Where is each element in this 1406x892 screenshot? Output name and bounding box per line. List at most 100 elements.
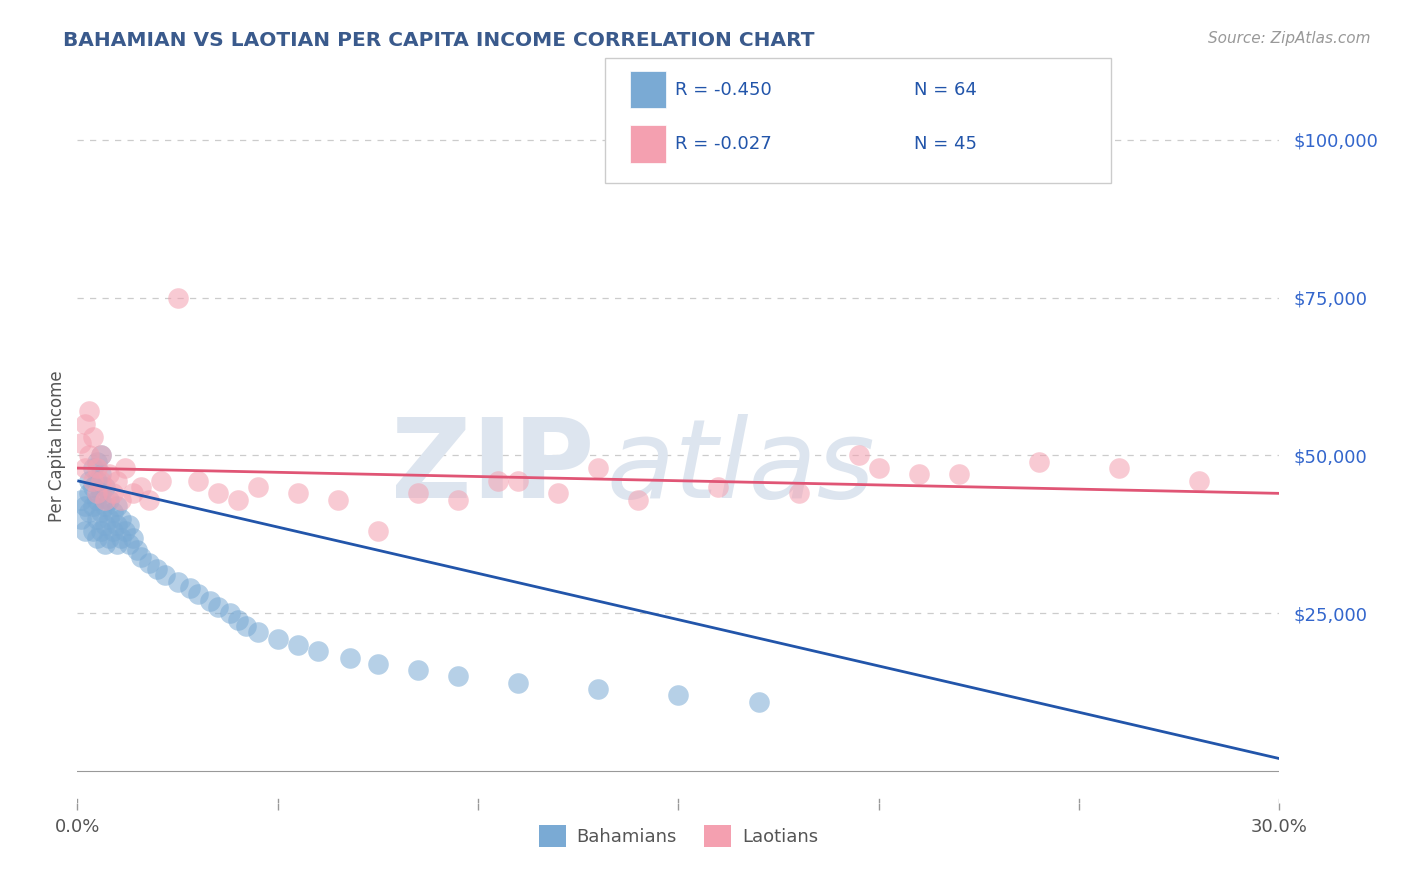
Point bbox=[94, 517, 117, 532]
Point bbox=[179, 581, 201, 595]
Text: Source: ZipAtlas.com: Source: ZipAtlas.com bbox=[1208, 31, 1371, 46]
Point bbox=[90, 449, 112, 463]
Point bbox=[114, 461, 136, 475]
Point bbox=[948, 467, 970, 482]
Point bbox=[70, 511, 93, 525]
Point bbox=[110, 492, 132, 507]
Point bbox=[110, 511, 132, 525]
Point bbox=[150, 474, 173, 488]
Point bbox=[508, 474, 530, 488]
Point bbox=[103, 524, 125, 539]
Point bbox=[90, 474, 112, 488]
Point bbox=[75, 417, 97, 431]
Point bbox=[138, 492, 160, 507]
Point bbox=[86, 511, 108, 525]
Point bbox=[186, 587, 209, 601]
Point bbox=[94, 499, 117, 513]
Point bbox=[122, 486, 145, 500]
Legend: Bahamians, Laotians: Bahamians, Laotians bbox=[531, 818, 825, 855]
Point bbox=[406, 663, 429, 677]
Y-axis label: Per Capita Income: Per Capita Income bbox=[48, 370, 66, 522]
Point bbox=[447, 669, 470, 683]
Point bbox=[131, 480, 153, 494]
Text: ZIP: ZIP bbox=[391, 414, 595, 521]
Point bbox=[75, 461, 97, 475]
Point bbox=[226, 613, 249, 627]
Text: N = 45: N = 45 bbox=[914, 135, 977, 153]
Point bbox=[848, 449, 870, 463]
Point bbox=[98, 511, 121, 525]
Point bbox=[94, 492, 117, 507]
Point bbox=[588, 461, 610, 475]
Point bbox=[86, 492, 108, 507]
Point bbox=[90, 524, 112, 539]
Point bbox=[138, 556, 160, 570]
Point bbox=[79, 474, 101, 488]
Point bbox=[75, 499, 97, 513]
Point bbox=[75, 524, 97, 539]
Point bbox=[367, 657, 389, 671]
Point bbox=[218, 607, 240, 621]
Point bbox=[94, 480, 117, 494]
Point bbox=[627, 492, 650, 507]
Point bbox=[107, 499, 129, 513]
Point bbox=[90, 505, 112, 519]
Point bbox=[94, 537, 117, 551]
Point bbox=[186, 474, 209, 488]
Point bbox=[82, 474, 104, 488]
Point bbox=[86, 486, 108, 500]
Point bbox=[98, 467, 121, 482]
Point bbox=[79, 486, 101, 500]
Text: N = 64: N = 64 bbox=[914, 80, 977, 98]
Point bbox=[908, 467, 931, 482]
Point bbox=[98, 492, 121, 507]
Point bbox=[547, 486, 569, 500]
Point bbox=[82, 461, 104, 475]
Point bbox=[1108, 461, 1130, 475]
Point bbox=[90, 486, 112, 500]
Point bbox=[198, 593, 221, 607]
Point bbox=[118, 517, 141, 532]
Point bbox=[103, 486, 125, 500]
Point bbox=[103, 505, 125, 519]
Point bbox=[307, 644, 329, 658]
Point bbox=[70, 492, 93, 507]
Point bbox=[326, 492, 349, 507]
Point bbox=[868, 461, 890, 475]
Point bbox=[166, 291, 188, 305]
Text: R = -0.450: R = -0.450 bbox=[675, 80, 772, 98]
Point bbox=[246, 625, 269, 640]
Point bbox=[82, 429, 104, 443]
Text: atlas: atlas bbox=[606, 414, 875, 521]
Point bbox=[339, 650, 361, 665]
Point bbox=[447, 492, 470, 507]
Point bbox=[86, 474, 108, 488]
Point bbox=[166, 574, 188, 589]
Point bbox=[486, 474, 509, 488]
Point bbox=[127, 543, 149, 558]
Point bbox=[82, 480, 104, 494]
Point bbox=[287, 486, 309, 500]
Point bbox=[508, 675, 530, 690]
Point bbox=[114, 524, 136, 539]
Point bbox=[118, 537, 141, 551]
Point bbox=[588, 682, 610, 697]
Point bbox=[146, 562, 169, 576]
Point bbox=[287, 638, 309, 652]
Point bbox=[79, 505, 101, 519]
Point bbox=[86, 531, 108, 545]
Point bbox=[107, 537, 129, 551]
Point bbox=[155, 568, 177, 582]
Point bbox=[1188, 474, 1211, 488]
Text: BAHAMIAN VS LAOTIAN PER CAPITA INCOME CORRELATION CHART: BAHAMIAN VS LAOTIAN PER CAPITA INCOME CO… bbox=[63, 31, 814, 50]
Point bbox=[406, 486, 429, 500]
Point bbox=[122, 531, 145, 545]
Point bbox=[70, 435, 93, 450]
Point bbox=[82, 499, 104, 513]
Point bbox=[235, 619, 257, 633]
Point bbox=[107, 474, 129, 488]
Point bbox=[787, 486, 810, 500]
Point bbox=[267, 632, 290, 646]
Text: R = -0.027: R = -0.027 bbox=[675, 135, 772, 153]
Point bbox=[207, 486, 229, 500]
